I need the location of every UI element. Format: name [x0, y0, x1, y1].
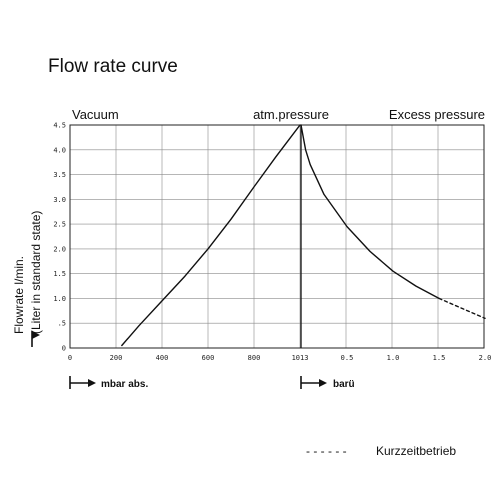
region-label-vacuum: Vacuum: [72, 107, 119, 122]
y-axis-label-line2: (Liter in standard state): [29, 211, 43, 334]
x-right-unit-label: barü: [333, 379, 355, 390]
x-tick-label: 400: [156, 354, 169, 362]
series-line-short-term: [438, 297, 486, 319]
y-tick-label: 3.5: [53, 171, 66, 179]
x-tick-label: 200: [110, 354, 123, 362]
x-tick-label: 2.0: [479, 354, 492, 362]
x-tick-label: 0: [68, 354, 72, 362]
y-tick-label: 4.0: [53, 146, 66, 154]
series-line-vacuum: [121, 124, 301, 347]
y-tick-label: 1.5: [53, 270, 66, 278]
y-tick-label: .5: [58, 320, 66, 328]
x-left-arrow-icon: [69, 376, 96, 389]
series-line-excess-pressure: [300, 124, 440, 300]
y-tick-label: 3.0: [53, 196, 66, 204]
chart-title: Flow rate curve: [48, 56, 178, 77]
x-tick-label: 0.5: [341, 354, 354, 362]
region-label-atm-pressure: atm.pressure: [253, 107, 329, 122]
y-tick-label: 4.5: [53, 122, 66, 130]
y-tick-label: 2.5: [53, 221, 66, 229]
x-tick-label: 1.5: [433, 354, 446, 362]
x-tick-label: 1.0: [387, 354, 400, 362]
y-axis-arrow: [31, 331, 40, 347]
x-tick-label: 1013: [292, 354, 309, 362]
legend-dash-symbol: - - - - - -: [306, 444, 347, 458]
x-tick-label: 800: [248, 354, 261, 362]
y-axis-label-line1: Flowrate l/min.: [12, 256, 26, 334]
region-label-excess-pressure: Excess pressure: [389, 107, 485, 122]
x-tick-label: 600: [202, 354, 215, 362]
x-tick-labels: 0 200 400 600 800 1013 0.5 1.0 1.5 2.0: [68, 354, 491, 362]
y-tick-label: 1.0: [53, 295, 66, 303]
y-tick-labels: 0 .5 1.0 1.5 2.0 2.5 3.0 3.5 4.0 4.5: [53, 122, 66, 353]
grid: [69, 124, 485, 349]
y-tick-label: 0: [62, 345, 66, 353]
x-right-arrow-icon: [300, 376, 327, 389]
legend-label: Kurzzeitbetrieb: [376, 444, 456, 458]
y-tick-label: 2.0: [53, 245, 66, 253]
plot-frame: [69, 124, 485, 349]
series-group: [121, 124, 486, 347]
x-left-unit-label: mbar abs.: [101, 379, 148, 390]
